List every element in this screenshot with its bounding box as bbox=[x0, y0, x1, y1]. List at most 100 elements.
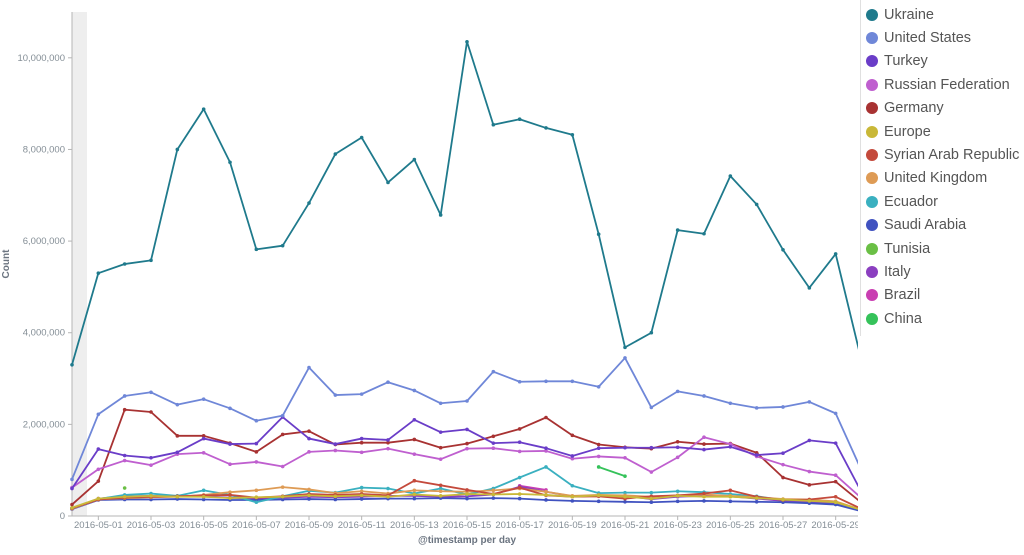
data-point[interactable] bbox=[175, 450, 180, 455]
data-point[interactable] bbox=[491, 488, 496, 493]
data-point[interactable] bbox=[702, 442, 706, 446]
series-tunisia[interactable] bbox=[122, 486, 127, 490]
data-point[interactable] bbox=[201, 497, 206, 502]
data-point[interactable] bbox=[96, 467, 101, 472]
data-point[interactable] bbox=[465, 399, 469, 403]
data-point[interactable] bbox=[438, 445, 443, 450]
data-point[interactable] bbox=[175, 147, 180, 152]
data-point[interactable] bbox=[570, 483, 575, 488]
data-point[interactable] bbox=[623, 494, 627, 499]
data-point[interactable] bbox=[149, 258, 153, 263]
legend-item-syrian-arab-republic[interactable]: Syrian Arab Republic bbox=[861, 143, 1024, 166]
data-point[interactable] bbox=[122, 262, 127, 266]
data-point[interactable] bbox=[570, 499, 575, 503]
data-point[interactable] bbox=[386, 440, 390, 445]
data-point[interactable] bbox=[122, 407, 127, 412]
data-point[interactable] bbox=[333, 494, 338, 499]
data-point[interactable] bbox=[254, 495, 259, 500]
data-point[interactable] bbox=[96, 447, 101, 451]
data-point[interactable] bbox=[412, 492, 417, 497]
data-point[interactable] bbox=[333, 442, 338, 446]
data-point[interactable] bbox=[544, 415, 548, 420]
data-point[interactable] bbox=[807, 469, 812, 474]
data-point[interactable] bbox=[728, 445, 733, 449]
data-point[interactable] bbox=[438, 483, 443, 488]
data-point[interactable] bbox=[702, 447, 706, 452]
data-point[interactable] bbox=[517, 475, 522, 480]
data-point[interactable] bbox=[70, 502, 74, 507]
data-point[interactable] bbox=[412, 478, 417, 483]
data-point[interactable] bbox=[254, 460, 259, 464]
data-point[interactable] bbox=[280, 485, 285, 489]
data-point[interactable] bbox=[649, 330, 654, 335]
data-point[interactable] bbox=[649, 490, 654, 495]
data-point[interactable] bbox=[649, 496, 654, 501]
data-point[interactable] bbox=[307, 497, 311, 501]
data-point[interactable] bbox=[833, 479, 838, 484]
data-point[interactable] bbox=[359, 489, 364, 494]
legend-item-united-kingdom[interactable]: United Kingdom bbox=[861, 167, 1024, 190]
data-point[interactable] bbox=[754, 406, 759, 410]
data-point[interactable] bbox=[412, 496, 417, 501]
data-point[interactable] bbox=[675, 445, 680, 450]
data-point[interactable] bbox=[412, 157, 417, 162]
data-point[interactable] bbox=[649, 470, 654, 474]
data-point[interactable] bbox=[386, 180, 390, 185]
data-point[interactable] bbox=[702, 494, 706, 499]
legend-item-tunisia[interactable]: Tunisia bbox=[861, 237, 1024, 260]
data-point[interactable] bbox=[359, 135, 364, 140]
data-point[interactable] bbox=[754, 453, 759, 457]
data-point[interactable] bbox=[623, 474, 627, 478]
data-point[interactable] bbox=[201, 450, 206, 455]
data-point[interactable] bbox=[570, 433, 575, 438]
data-point[interactable] bbox=[491, 122, 496, 127]
data-point[interactable] bbox=[807, 499, 812, 503]
data-point[interactable] bbox=[517, 496, 522, 501]
data-point[interactable] bbox=[96, 479, 101, 483]
data-point[interactable] bbox=[228, 496, 232, 500]
data-point[interactable] bbox=[544, 465, 548, 469]
data-point[interactable] bbox=[728, 499, 733, 504]
data-point[interactable] bbox=[122, 458, 127, 463]
data-point[interactable] bbox=[675, 494, 680, 498]
data-point[interactable] bbox=[280, 464, 285, 469]
data-point[interactable] bbox=[675, 439, 680, 444]
data-point[interactable] bbox=[438, 489, 443, 494]
series-china[interactable] bbox=[596, 465, 627, 478]
data-point[interactable] bbox=[438, 494, 443, 498]
data-point[interactable] bbox=[280, 497, 285, 502]
data-point[interactable] bbox=[149, 463, 153, 467]
data-point[interactable] bbox=[833, 441, 838, 445]
data-point[interactable] bbox=[359, 436, 364, 441]
data-point[interactable] bbox=[386, 494, 390, 499]
data-point[interactable] bbox=[386, 446, 390, 451]
series-saudi-arabia[interactable] bbox=[70, 496, 858, 513]
data-point[interactable] bbox=[228, 462, 232, 467]
data-point[interactable] bbox=[228, 442, 232, 446]
data-point[interactable] bbox=[781, 247, 785, 252]
data-point[interactable] bbox=[96, 496, 101, 501]
data-point[interactable] bbox=[623, 356, 627, 360]
data-point[interactable] bbox=[833, 411, 838, 416]
data-point[interactable] bbox=[623, 445, 627, 450]
data-point[interactable] bbox=[438, 430, 443, 434]
data-point[interactable] bbox=[517, 449, 522, 454]
data-point[interactable] bbox=[781, 462, 785, 467]
data-point[interactable] bbox=[307, 450, 311, 454]
data-point[interactable] bbox=[807, 438, 812, 443]
data-point[interactable] bbox=[517, 485, 522, 490]
data-point[interactable] bbox=[570, 379, 575, 384]
data-point[interactable] bbox=[175, 434, 180, 438]
data-point[interactable] bbox=[333, 497, 338, 502]
data-point[interactable] bbox=[359, 493, 364, 498]
data-point[interactable] bbox=[702, 491, 706, 496]
data-point[interactable] bbox=[201, 434, 206, 438]
data-point[interactable] bbox=[254, 247, 259, 252]
data-point[interactable] bbox=[544, 493, 548, 497]
data-point[interactable] bbox=[307, 436, 311, 441]
data-point[interactable] bbox=[728, 174, 733, 178]
data-point[interactable] bbox=[96, 412, 101, 417]
data-point[interactable] bbox=[675, 455, 680, 460]
legend-item-europe[interactable]: Europe bbox=[861, 120, 1024, 143]
data-point[interactable] bbox=[149, 456, 153, 460]
